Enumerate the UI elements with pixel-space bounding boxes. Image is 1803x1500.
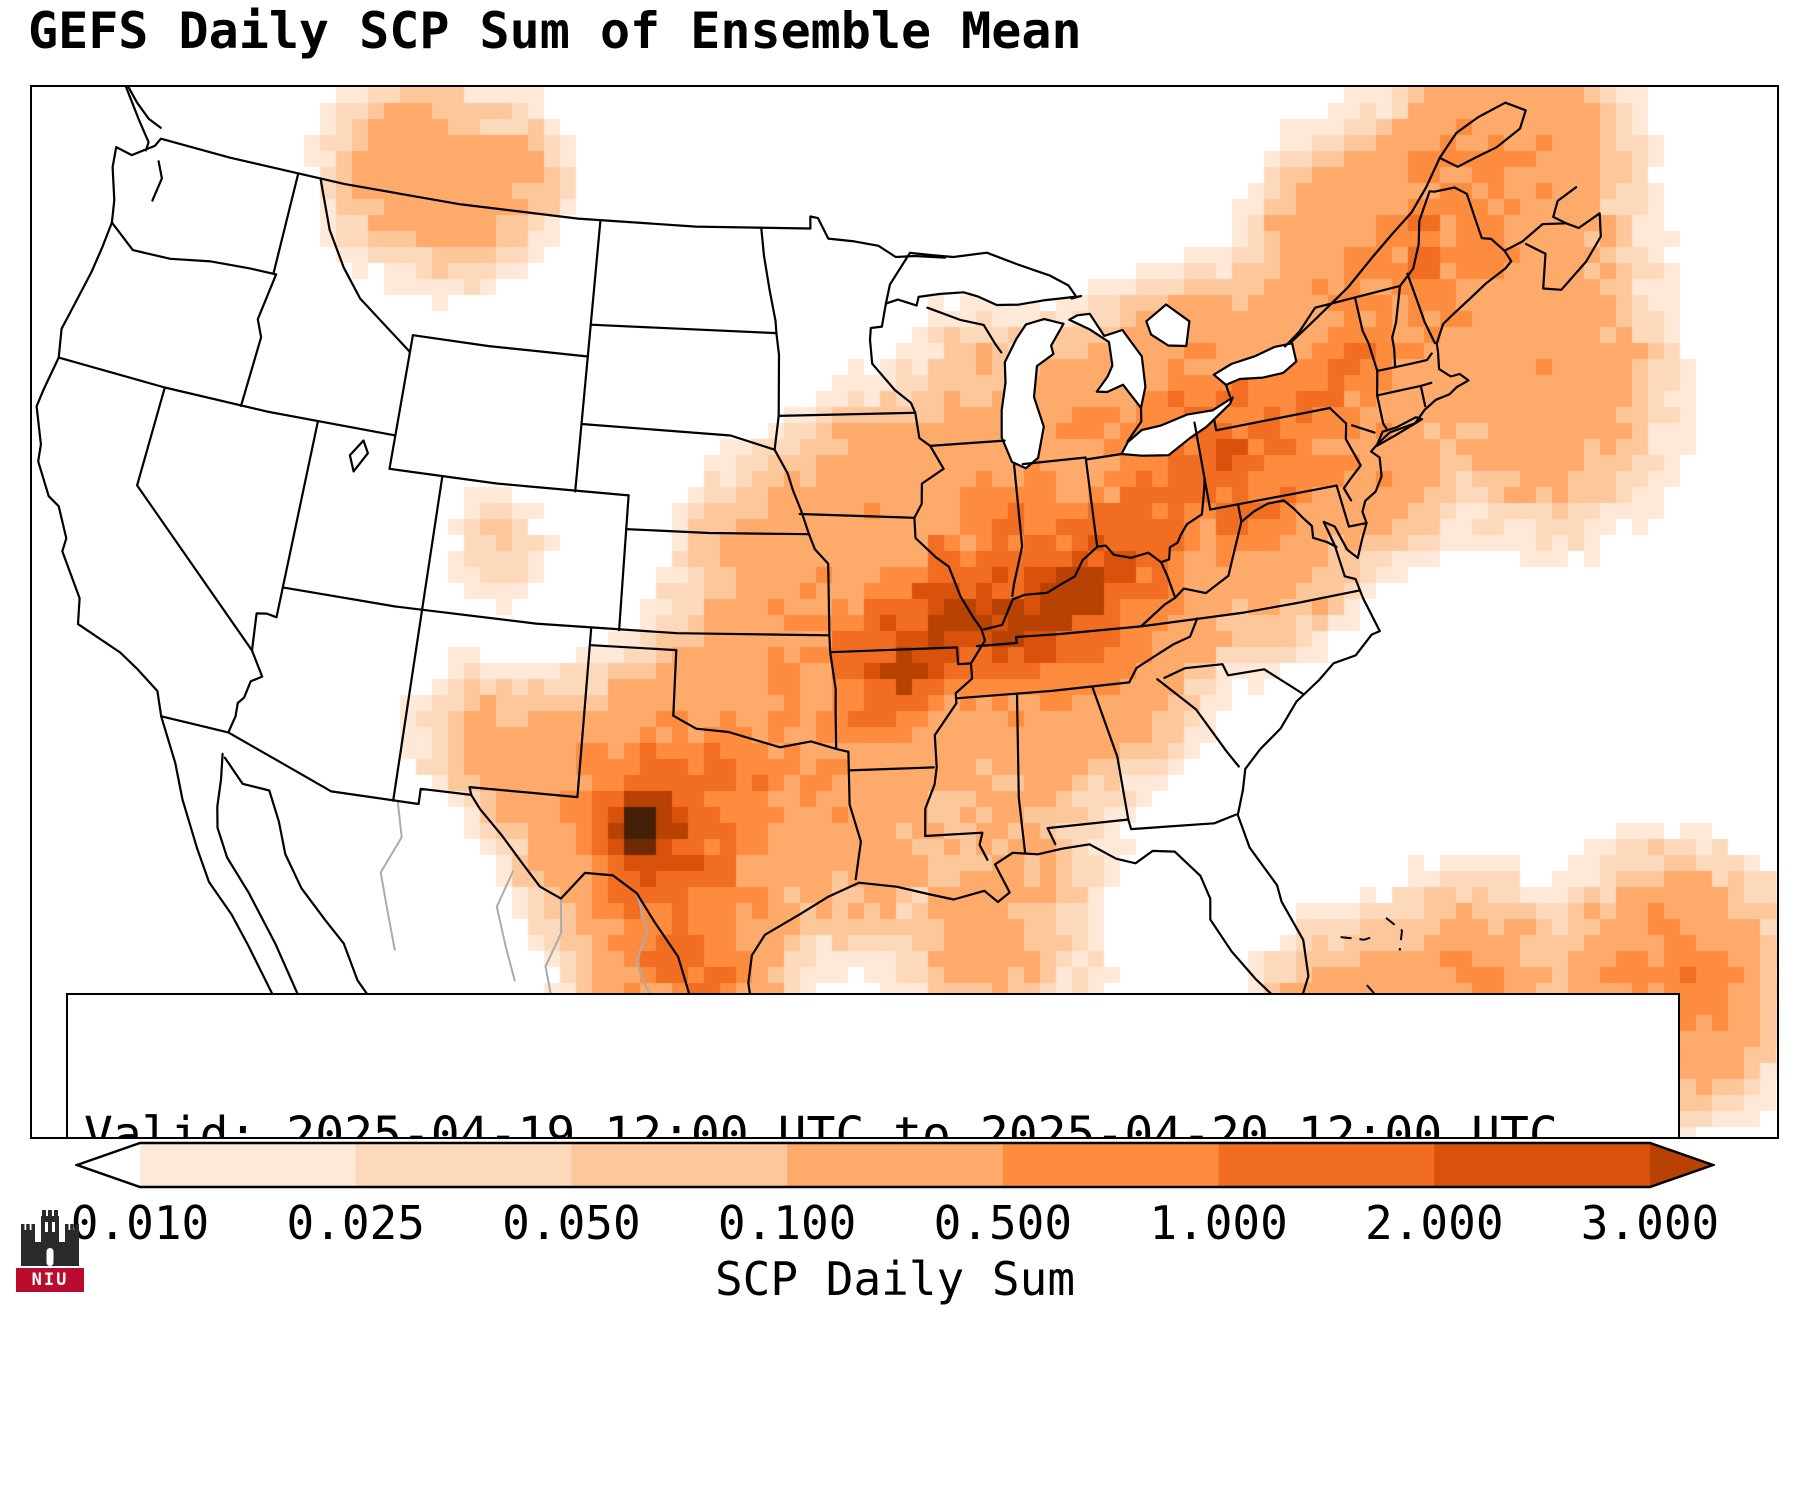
colorbar-tick: 0.010 [70, 1196, 210, 1250]
colorbar-tick: 1.000 [1149, 1196, 1288, 1250]
niu-wordmark: NIU [16, 1268, 84, 1292]
valid-run-info-box: Valid: 2025-04-19 12:00 UTC to 2025-04-2… [66, 993, 1680, 1139]
colorbar-tick: 3.000 [1580, 1196, 1720, 1250]
colorbar-tick: 0.025 [286, 1196, 425, 1250]
colorbar [75, 1141, 1715, 1189]
figure-title: GEFS Daily SCP Sum of Ensemble Mean [28, 2, 1082, 60]
colorbar-ticks: 0.010 0.025 0.050 0.100 0.500 1.000 2.00… [71, 1196, 1719, 1250]
colorbar-tick: 2.000 [1365, 1196, 1504, 1250]
colorbar-tick: 0.100 [717, 1196, 857, 1250]
map-panel: Valid: 2025-04-19 12:00 UTC to 2025-04-2… [30, 85, 1779, 1139]
valid-time-text: Valid: 2025-04-19 12:00 UTC to 2025-04-2… [84, 1106, 1558, 1139]
colorbar-tick: 0.050 [502, 1196, 641, 1250]
us-basemap [35, 87, 1602, 1136]
colorbar-label: SCP Daily Sum [714, 1252, 1076, 1306]
colorbar-tick: 0.500 [933, 1196, 1073, 1250]
niu-logo: NIU [16, 1198, 84, 1292]
castle-icon [21, 1210, 79, 1266]
